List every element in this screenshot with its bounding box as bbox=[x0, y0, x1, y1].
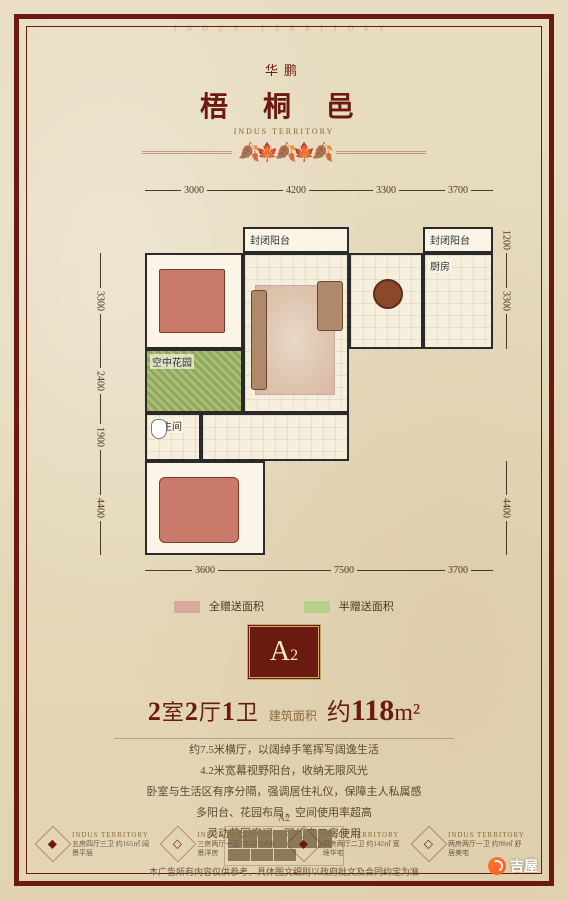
room-corridor bbox=[201, 413, 349, 461]
footer-caption: INDUS TERRITORY两房两厅一卫 约98㎡ 舒居美宅 bbox=[448, 831, 528, 858]
room-kitchen: 厨房 bbox=[423, 253, 493, 349]
dim-top-3: 3300 bbox=[349, 183, 423, 197]
footer-caption: INDUS TERRITORY五房四厅三卫 约165㎡ 阔景平层 bbox=[72, 831, 152, 858]
armchair bbox=[317, 281, 343, 331]
dim-top-1: 3000 bbox=[145, 183, 243, 197]
leaf-divider: 🍂🍁🍂🍁🍂 bbox=[0, 142, 568, 163]
page: INDUS TERRITORY 华鹏 梧 桐 邑 INDUS TERRITORY… bbox=[0, 0, 568, 900]
bullet-line: 约7.5米横厅，以阔绰手笔挥写阔逸生活 bbox=[0, 740, 568, 761]
mini-key-label: A2 bbox=[278, 813, 290, 824]
room-sky_garden: 空中花园 bbox=[145, 349, 243, 413]
room-balcony_sealed_2: 封闭阳台 bbox=[423, 227, 493, 253]
room-balcony_sealed_1: 封闭阳台 bbox=[243, 227, 349, 253]
thin-rule bbox=[114, 738, 454, 739]
toilet-icon bbox=[151, 419, 167, 439]
bullet-line: 卧室与生活区有序分隔，强调居住礼仪，保障主人私属感 bbox=[0, 782, 568, 803]
title-block: 华鹏 梧 桐 邑 INDUS TERRITORY 🍂🍁🍂🍁🍂 bbox=[0, 60, 568, 163]
project-name: 梧 桐 邑 bbox=[0, 85, 568, 125]
legend-half-label: 半赠送面积 bbox=[339, 601, 394, 613]
jiwu-logo-icon bbox=[488, 857, 506, 875]
dim-top-2: 4200 bbox=[243, 183, 349, 197]
dim-left-4: 4400 bbox=[93, 461, 107, 555]
bed-south bbox=[159, 477, 239, 543]
area-label: 建筑面积 bbox=[269, 709, 317, 723]
dim-left-1: 3300 bbox=[93, 253, 107, 349]
area-value: 约118m² bbox=[327, 700, 420, 726]
room-label-balcony_sealed_1: 封闭阳台 bbox=[248, 232, 292, 247]
sofa bbox=[251, 290, 267, 390]
unit-badge: A2 bbox=[247, 624, 321, 680]
dim-right-1: 1200 bbox=[499, 227, 513, 253]
swatch-full bbox=[174, 601, 200, 613]
dim-left-2: 2400 bbox=[93, 349, 107, 413]
rooms-spec: 2室2厅1卫 bbox=[148, 695, 259, 727]
project-name-en: INDUS TERRITORY bbox=[0, 127, 568, 136]
bed-north bbox=[159, 269, 225, 333]
legend-half: 半赠送面积 bbox=[304, 598, 394, 614]
footer-caption: INDUS TERRITORY四房两厅二卫 约142㎡ 宽境华宅 bbox=[323, 831, 403, 858]
developer-name: 华鹏 bbox=[0, 60, 568, 79]
unit-code: A2 bbox=[270, 636, 298, 668]
legend: 全赠送面积 半赠送面积 bbox=[0, 598, 568, 614]
jiwu-watermark: 吉屋 bbox=[488, 856, 538, 876]
dining-table bbox=[373, 279, 403, 309]
room-label-balcony_sealed_2: 封闭阳台 bbox=[428, 232, 472, 247]
footer-diamond-icon: ◆ bbox=[285, 826, 322, 863]
footer-diamond-icon: ◇ bbox=[411, 826, 448, 863]
disclaimer: 本广告所有内容仅供参考，具体图文细则以政府批文及合同约定为准 bbox=[0, 865, 568, 878]
footer-diamond-icon: ◆ bbox=[35, 826, 72, 863]
legend-full-label: 全赠送面积 bbox=[209, 601, 264, 613]
footer-item: ◇ INDUS TERRITORY三房两厅一卫 75-127㎡全景洋房 bbox=[165, 831, 277, 858]
leaf-icon: 🍂🍁🍂🍁🍂 bbox=[238, 142, 330, 163]
room-label-kitchen: 厨房 bbox=[428, 258, 452, 273]
swatch-half bbox=[304, 601, 330, 613]
footer-item: ◆ INDUS TERRITORY五房四厅三卫 约165㎡ 阔景平层 bbox=[40, 831, 152, 858]
footer-item: ◇ INDUS TERRITORY两房两厅一卫 约98㎡ 舒居美宅 bbox=[416, 831, 528, 858]
dim-right-3: 4400 bbox=[499, 461, 513, 555]
bullet-line: 4.2米宽幕视野阳台，收纳无限风光 bbox=[0, 761, 568, 782]
footer-diamond-icon: ◇ bbox=[160, 826, 197, 863]
footer-caption: INDUS TERRITORY三房两厅一卫 75-127㎡全景洋房 bbox=[197, 831, 277, 858]
dim-bot-3: 3700 bbox=[423, 563, 493, 577]
dim-top-4: 3700 bbox=[423, 183, 493, 197]
jiwu-text: 吉屋 bbox=[510, 856, 538, 876]
dim-bot-1: 3600 bbox=[145, 563, 265, 577]
room-label-sky_garden: 空中花园 bbox=[150, 354, 194, 369]
letterhead-text: INDUS TERRITORY bbox=[0, 24, 568, 33]
dim-right-2: 3300 bbox=[499, 253, 513, 349]
legend-full: 全赠送面积 bbox=[174, 598, 264, 614]
dim-left-3: 1900 bbox=[93, 413, 107, 461]
footer-icon-row: ◆ INDUS TERRITORY五房四厅三卫 约165㎡ 阔景平层 ◇ IND… bbox=[40, 831, 528, 858]
footer-item: ◆ INDUS TERRITORY四房两厅二卫 约142㎡ 宽境华宅 bbox=[291, 831, 403, 858]
dim-bot-2: 7500 bbox=[265, 563, 423, 577]
floor-plan: 3000 4200 3300 3700 3600 7500 3700 3300 … bbox=[55, 185, 515, 575]
